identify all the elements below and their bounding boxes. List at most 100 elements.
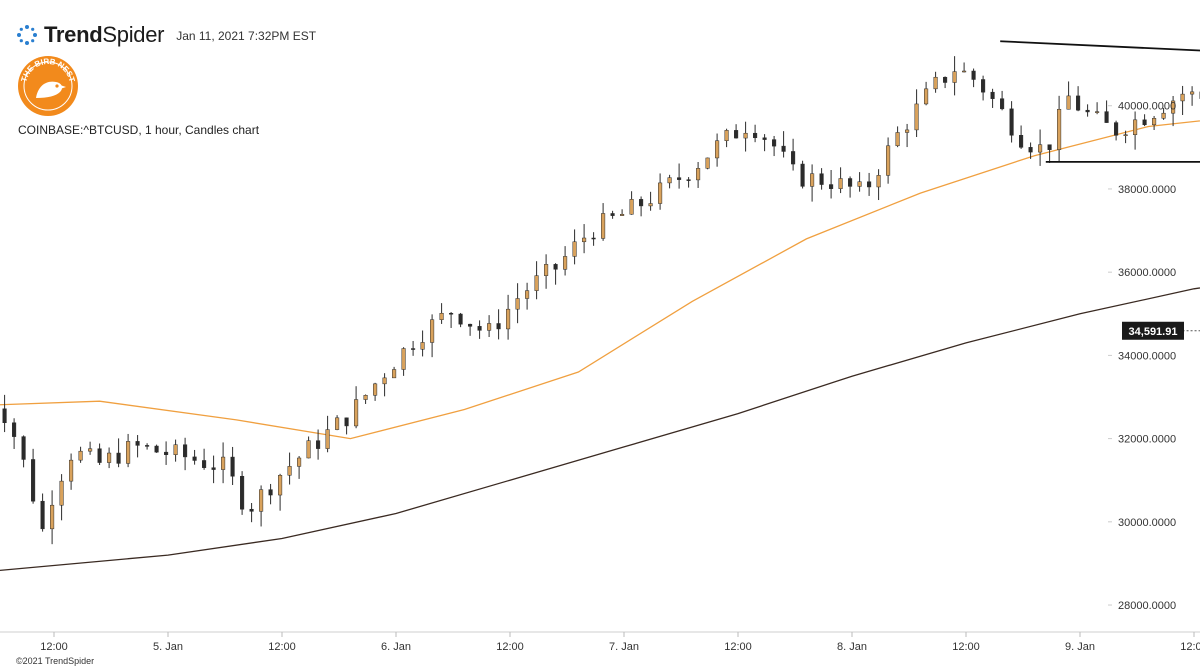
- candle-body: [933, 76, 938, 90]
- candle-body: [1076, 95, 1081, 111]
- header: TrendSpider Jan 11, 2021 7:32PM EST: [16, 22, 316, 48]
- candle-body: [705, 157, 710, 169]
- candle-body: [88, 448, 93, 452]
- candle-body: [145, 445, 150, 447]
- x-tick-label: 12:00: [724, 641, 752, 653]
- candle-body: [506, 308, 511, 330]
- x-tick-label: 9. Jan: [1065, 641, 1095, 653]
- candle-body: [468, 323, 473, 327]
- candle-body: [1019, 135, 1024, 148]
- candle-body: [677, 177, 682, 180]
- candle-body: [1190, 91, 1195, 95]
- candle-body: [430, 319, 435, 343]
- candle-body: [154, 445, 159, 453]
- candle-body: [496, 323, 501, 330]
- candle-body: [1057, 108, 1062, 150]
- candle-body: [962, 70, 967, 73]
- candle-body: [420, 342, 425, 350]
- candle-body: [572, 241, 577, 257]
- candle-body: [838, 178, 843, 189]
- candle-body: [316, 440, 321, 449]
- candle-body: [772, 139, 777, 147]
- candle-body: [534, 275, 539, 291]
- candle-body: [943, 76, 948, 83]
- brand-name: TrendSpider: [44, 22, 165, 47]
- candle-body: [59, 480, 64, 506]
- candle-body: [582, 237, 587, 243]
- candle-body: [753, 132, 758, 139]
- candle-body: [449, 312, 454, 315]
- candle-body: [1095, 111, 1100, 113]
- trendlines: [1000, 40, 1200, 332]
- candle-body: [810, 173, 815, 187]
- x-tick-label: 6. Jan: [381, 641, 411, 653]
- candle-body: [12, 422, 17, 437]
- candle-body: [78, 450, 83, 461]
- candle-body: [848, 178, 853, 187]
- candle-body: [658, 182, 663, 204]
- trendspider-logo-icon: [17, 25, 37, 45]
- candle-body: [1009, 108, 1014, 136]
- candle-body: [620, 213, 625, 216]
- candle-body: [107, 452, 112, 463]
- candle-body: [895, 132, 900, 147]
- y-tick-label: 28000.0000: [1118, 600, 1176, 612]
- axes: 28000.0000 30000.0000 32000.0000 34000.0000…: [0, 101, 1200, 653]
- candle-body: [354, 399, 359, 427]
- candle-body: [335, 417, 340, 430]
- x-tick-label: 8. Jan: [837, 641, 867, 653]
- candle-body: [1038, 144, 1043, 153]
- candle-body: [762, 137, 767, 140]
- candle-body: [1114, 122, 1119, 136]
- candle-body: [1123, 134, 1128, 136]
- candle-body: [363, 395, 368, 400]
- candle-body: [800, 163, 805, 187]
- x-tick-label: 12:00: [40, 641, 68, 653]
- candle-body: [31, 459, 36, 502]
- candle-body: [715, 140, 720, 159]
- chart-timestamp: Jan 11, 2021 7:32PM EST: [176, 29, 317, 43]
- candle-body: [1000, 98, 1005, 110]
- last-price-box: [1122, 321, 1184, 340]
- candle-body: [601, 213, 606, 239]
- candle-body: [2, 408, 7, 424]
- moving-averages: [0, 120, 1200, 572]
- candle-body: [268, 489, 273, 496]
- candle-body: [135, 441, 140, 446]
- candle-body: [610, 213, 615, 216]
- candle-body: [458, 313, 463, 325]
- candle-body: [487, 323, 492, 331]
- candle-body: [306, 440, 311, 459]
- y-tick-label: 36000.0000: [1118, 267, 1176, 279]
- candle-body: [278, 474, 283, 496]
- candle-body: [563, 256, 568, 270]
- candle-body: [924, 88, 929, 105]
- y-tick-label: 34000.0000: [1118, 350, 1176, 362]
- candle-body: [952, 71, 957, 83]
- candle-body: [667, 177, 672, 184]
- copyright: ©2021 TrendSpider: [16, 656, 95, 666]
- candle-body: [686, 179, 691, 181]
- candle-body: [297, 457, 302, 467]
- candle-body: [401, 348, 406, 370]
- candle-body: [1142, 119, 1147, 126]
- candle-body: [1133, 119, 1138, 135]
- candle-body: [819, 173, 824, 185]
- birb-nest-badge: THE BIRB NEST: [18, 56, 78, 116]
- candle-body: [696, 168, 701, 181]
- candle-body: [971, 70, 976, 80]
- candle-body: [553, 264, 558, 270]
- candle-body: [1085, 109, 1090, 113]
- candle-body: [344, 417, 349, 427]
- candle-body: [914, 103, 919, 131]
- candle-body: [791, 151, 796, 165]
- candle-body: [164, 451, 169, 455]
- candle-body: [544, 264, 549, 276]
- candle-body: [1152, 118, 1157, 126]
- x-tick-label: 12:00: [1180, 641, 1200, 653]
- candle-body: [857, 181, 862, 187]
- candle-body: [990, 91, 995, 99]
- y-tick-label: 38000.0000: [1118, 184, 1176, 196]
- candle-body: [50, 504, 55, 530]
